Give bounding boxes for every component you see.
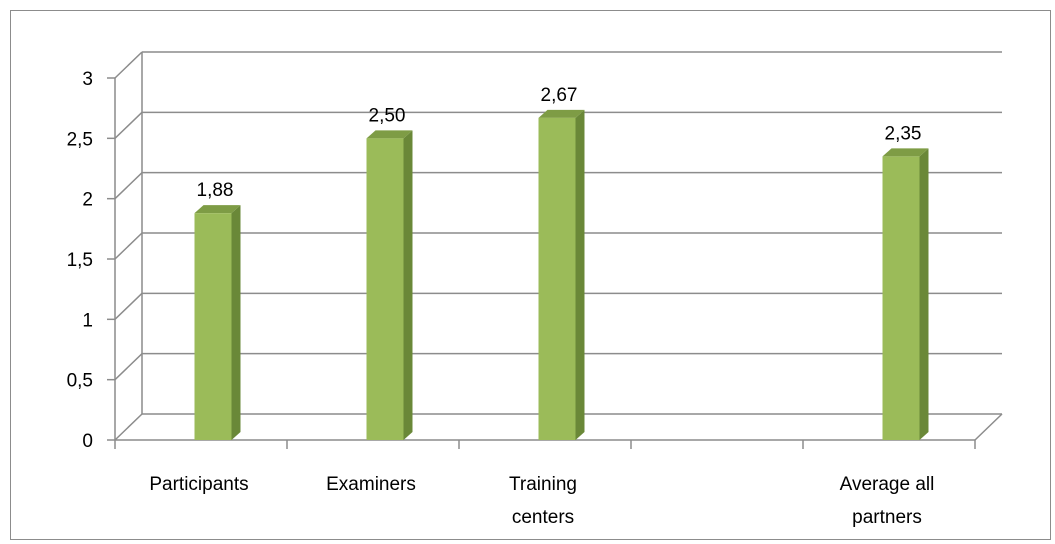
gridline-depth [114, 172, 143, 200]
gridline-depth [114, 292, 143, 320]
y-tick-label: 3 [82, 69, 93, 90]
gridline-depth [114, 51, 143, 79]
data-label: 2,35 [885, 123, 922, 144]
bar-side [231, 205, 241, 440]
y-tick-label: 0 [82, 431, 93, 452]
y-tick-label: 0,5 [67, 371, 93, 392]
data-label: 2,50 [369, 105, 406, 126]
y-tick-label: 1 [82, 310, 93, 331]
x-tick-label: Examiners [326, 474, 416, 495]
bar [538, 117, 576, 440]
bar [194, 213, 232, 440]
x-tick-label: Training [509, 474, 577, 495]
floor-right-edge [974, 413, 1003, 441]
bar-top [366, 130, 413, 139]
x-tick-label: partners [852, 507, 922, 528]
bar-top [538, 109, 585, 118]
y-tick-label: 2,5 [67, 129, 93, 150]
y-tick-label: 1,5 [67, 250, 93, 271]
bar-top [882, 148, 929, 157]
gridline-depth [114, 232, 143, 260]
x-tick-label: Participants [149, 474, 248, 495]
bar-top [194, 205, 241, 214]
y-tick-label: 2 [82, 190, 93, 211]
chart-frame [10, 10, 1051, 540]
x-tick-label: Average all [840, 474, 935, 495]
bar [366, 138, 404, 441]
gridline-depth [114, 413, 143, 441]
bar-side [403, 130, 413, 441]
bar [882, 156, 920, 440]
bar-side [575, 109, 585, 440]
gridline-depth [114, 111, 143, 139]
data-label: 1,88 [197, 180, 234, 201]
data-label: 2,67 [541, 85, 578, 106]
bar-side [919, 148, 929, 440]
x-tick-label: centers [512, 507, 574, 528]
gridline-depth [114, 353, 143, 381]
